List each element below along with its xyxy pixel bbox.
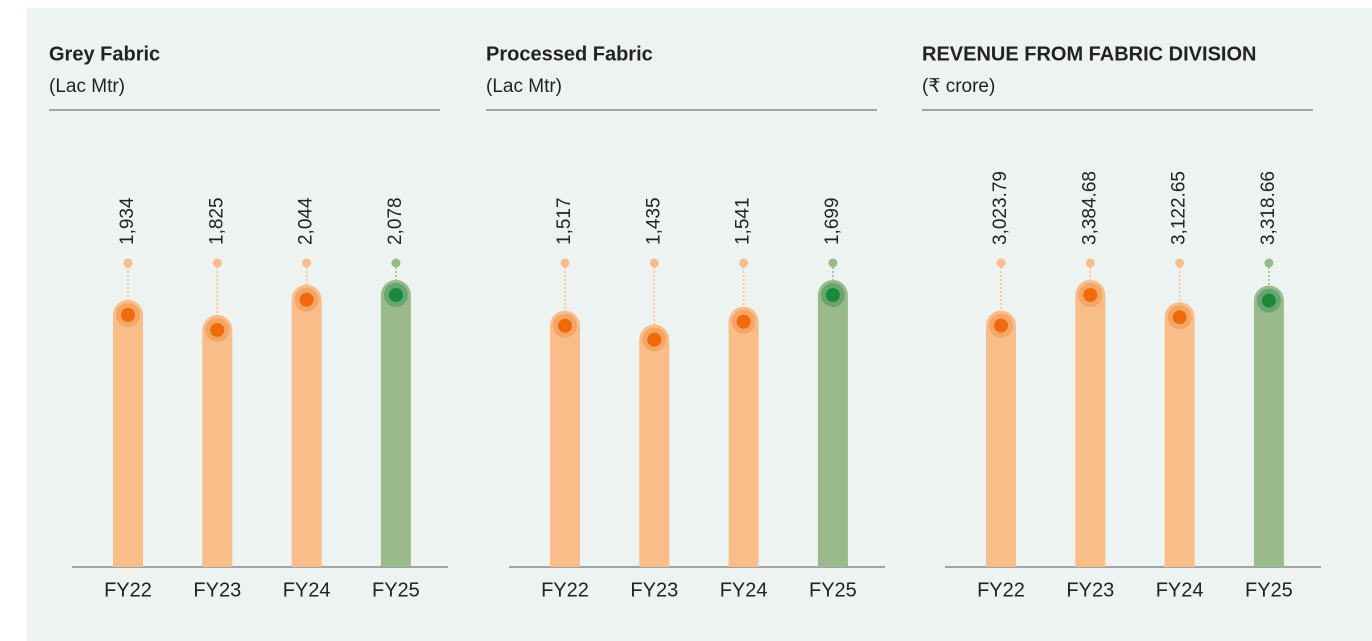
chart-title: REVENUE FROM FABRIC DIVISION <box>922 43 1256 65</box>
leader-dot <box>739 258 749 268</box>
leader-dot <box>560 258 570 268</box>
bar-dot <box>647 332 662 347</box>
leader-dot <box>649 258 659 268</box>
x-tick-label: FY23 <box>193 579 241 601</box>
bar-dot <box>558 318 572 333</box>
bar <box>202 314 233 567</box>
leader-dot <box>1085 258 1095 268</box>
value-label: 3,384.68 <box>1079 171 1100 245</box>
bar <box>728 306 759 567</box>
leader-dot <box>212 258 222 268</box>
bar <box>639 324 670 567</box>
bar-dot <box>1261 293 1276 308</box>
value-label: 1,541 <box>733 197 754 245</box>
x-tick-label: FY23 <box>1066 579 1114 601</box>
x-tick-label: FY22 <box>977 579 1025 601</box>
leader-dot <box>302 258 312 268</box>
value-label: 2,078 <box>385 197 406 245</box>
value-label: 3,122.65 <box>1169 171 1190 245</box>
x-tick-label: FY23 <box>630 579 678 601</box>
x-tick-label: FY25 <box>1245 579 1293 601</box>
bar-dot <box>210 322 225 337</box>
x-tick-label: FY22 <box>541 579 589 601</box>
bar-dot <box>299 292 314 307</box>
chart-title: Processed Fabric <box>486 43 653 65</box>
value-label: 3,318.66 <box>1258 171 1279 245</box>
x-tick-label: FY24 <box>720 579 768 601</box>
bar-dot <box>1083 288 1098 302</box>
bar <box>291 284 322 567</box>
background <box>27 8 1372 641</box>
bar-dot <box>388 288 403 302</box>
bar <box>986 310 1016 567</box>
bar <box>1075 280 1106 567</box>
value-label: 1,699 <box>822 197 843 245</box>
chart-title: Grey Fabric <box>49 43 160 65</box>
bar-dot <box>994 318 1008 333</box>
x-tick-label: FY24 <box>1156 579 1204 601</box>
x-tick-label: FY24 <box>283 579 331 601</box>
bar <box>817 280 848 567</box>
bar-dot <box>121 307 135 322</box>
leader-dot <box>123 258 133 268</box>
chart-subtitle: (Lac Mtr) <box>486 76 562 97</box>
bar-dot <box>825 288 840 302</box>
x-tick-label: FY22 <box>104 579 152 601</box>
leader-dot <box>1175 258 1185 268</box>
value-label: 2,044 <box>296 197 317 245</box>
bar <box>1164 302 1195 567</box>
leader-dot <box>996 258 1006 268</box>
bar <box>550 310 580 567</box>
x-tick-label: FY25 <box>372 579 420 601</box>
leader-dot <box>1264 258 1274 268</box>
value-label: 1,517 <box>554 197 575 245</box>
leader-dot <box>391 258 401 268</box>
bar <box>113 299 143 567</box>
bar <box>1253 285 1284 567</box>
chart-subtitle: (Lac Mtr) <box>49 76 125 97</box>
bar-dot <box>736 314 751 329</box>
bar-dot <box>1172 310 1187 325</box>
chart-subtitle: (₹ crore) <box>922 76 995 97</box>
bar <box>380 280 411 567</box>
value-label: 3,023.79 <box>990 171 1011 245</box>
value-label: 1,435 <box>643 197 664 245</box>
leader-dot <box>828 258 838 268</box>
x-tick-label: FY25 <box>809 579 857 601</box>
value-label: 1,825 <box>206 197 227 245</box>
value-label: 1,934 <box>117 197 138 245</box>
